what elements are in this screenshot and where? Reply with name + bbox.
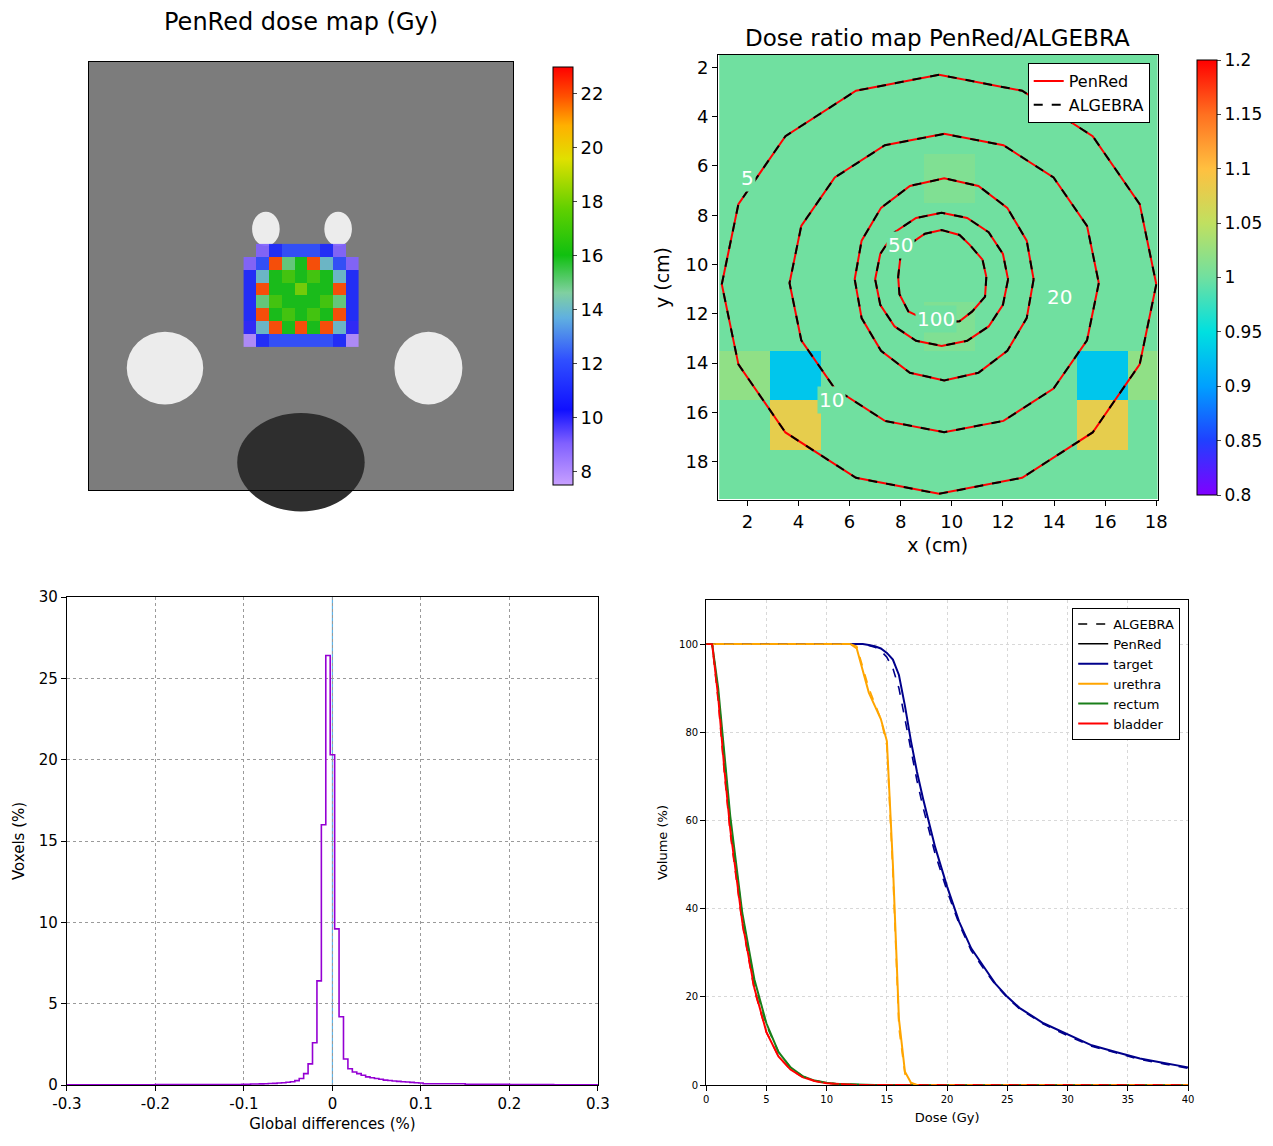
svg-text:Dose (Gy): Dose (Gy): [915, 1110, 980, 1125]
svg-text:40: 40: [1182, 1094, 1195, 1105]
svg-text:60: 60: [685, 815, 698, 826]
svg-text:10: 10: [940, 511, 963, 532]
svg-text:Dose ratio map PenRed/ALGEBRA: Dose ratio map PenRed/ALGEBRA: [745, 25, 1130, 51]
svg-text:0: 0: [328, 1095, 338, 1113]
svg-text:8: 8: [697, 205, 708, 226]
svg-text:20: 20: [39, 751, 58, 769]
svg-text:x (cm): x (cm): [907, 534, 968, 556]
svg-text:target: target: [1113, 657, 1153, 672]
svg-text:0.2: 0.2: [498, 1095, 522, 1113]
svg-text:Volume (%): Volume (%): [655, 805, 670, 880]
svg-text:18: 18: [685, 451, 708, 472]
svg-text:0.95: 0.95: [1224, 322, 1262, 342]
svg-text:2: 2: [697, 57, 708, 78]
svg-text:1.1: 1.1: [1224, 159, 1251, 179]
svg-text:15: 15: [39, 832, 58, 850]
svg-text:12: 12: [581, 353, 604, 374]
svg-text:25: 25: [39, 670, 58, 688]
svg-text:20: 20: [685, 991, 698, 1002]
svg-text:30: 30: [1061, 1094, 1074, 1105]
svg-text:35: 35: [1121, 1094, 1134, 1105]
svg-text:20: 20: [581, 137, 604, 158]
svg-text:14: 14: [1043, 511, 1066, 532]
svg-text:0.3: 0.3: [586, 1095, 610, 1113]
svg-text:5: 5: [48, 995, 58, 1013]
svg-text:20: 20: [941, 1094, 954, 1105]
svg-text:16: 16: [1094, 511, 1117, 532]
svg-text:1.2: 1.2: [1224, 50, 1251, 70]
svg-text:2: 2: [742, 511, 753, 532]
svg-text:PenRed: PenRed: [1113, 637, 1161, 652]
svg-text:16: 16: [685, 402, 708, 423]
svg-text:5: 5: [741, 166, 754, 190]
svg-text:-0.1: -0.1: [229, 1095, 258, 1113]
svg-text:1.05: 1.05: [1224, 213, 1262, 233]
svg-text:50: 50: [888, 233, 913, 257]
svg-text:20: 20: [1047, 285, 1072, 309]
svg-text:-0.3: -0.3: [52, 1095, 81, 1113]
svg-text:10: 10: [819, 388, 844, 412]
svg-text:10: 10: [820, 1094, 833, 1105]
svg-text:18: 18: [581, 191, 604, 212]
svg-text:10: 10: [581, 407, 604, 428]
svg-text:30: 30: [39, 588, 58, 606]
svg-text:0.8: 0.8: [1224, 485, 1251, 505]
svg-text:1.15: 1.15: [1224, 104, 1262, 124]
svg-text:bladder: bladder: [1113, 717, 1163, 732]
svg-text:Global differences (%): Global differences (%): [249, 1115, 415, 1133]
svg-text:100: 100: [917, 307, 955, 331]
svg-text:0.1: 0.1: [409, 1095, 433, 1113]
svg-text:0: 0: [703, 1094, 709, 1105]
svg-text:10: 10: [39, 914, 58, 932]
svg-text:4: 4: [793, 511, 804, 532]
svg-text:PenRed: PenRed: [1069, 72, 1128, 91]
svg-text:0.9: 0.9: [1224, 376, 1251, 396]
svg-text:8: 8: [895, 511, 906, 532]
svg-text:-0.2: -0.2: [141, 1095, 170, 1113]
svg-text:0: 0: [48, 1076, 58, 1094]
svg-text:15: 15: [881, 1094, 894, 1105]
svg-text:40: 40: [685, 903, 698, 914]
svg-text:6: 6: [697, 155, 708, 176]
svg-text:urethra: urethra: [1113, 677, 1161, 692]
svg-text:5: 5: [763, 1094, 769, 1105]
svg-text:6: 6: [844, 511, 855, 532]
svg-text:8: 8: [581, 461, 592, 482]
svg-text:25: 25: [1001, 1094, 1014, 1105]
svg-text:0.85: 0.85: [1224, 431, 1262, 451]
svg-text:18: 18: [1145, 511, 1168, 532]
svg-text:10: 10: [685, 254, 708, 275]
svg-text:100: 100: [679, 639, 698, 650]
svg-text:12: 12: [991, 511, 1014, 532]
svg-text:ALGEBRA: ALGEBRA: [1113, 617, 1174, 632]
svg-text:14: 14: [581, 299, 604, 320]
svg-text:y (cm): y (cm): [651, 247, 673, 308]
svg-text:ALGEBRA: ALGEBRA: [1069, 96, 1144, 115]
svg-text:0: 0: [692, 1080, 698, 1091]
svg-text:4: 4: [697, 106, 708, 127]
svg-text:22: 22: [581, 83, 604, 104]
svg-text:14: 14: [685, 352, 708, 373]
svg-text:1: 1: [1224, 267, 1235, 287]
svg-text:rectum: rectum: [1113, 697, 1159, 712]
svg-text:Voxels (%): Voxels (%): [10, 802, 28, 880]
svg-text:PenRed dose map (Gy): PenRed dose map (Gy): [164, 8, 438, 36]
svg-text:80: 80: [685, 727, 698, 738]
svg-text:12: 12: [685, 303, 708, 324]
svg-text:16: 16: [581, 245, 604, 266]
